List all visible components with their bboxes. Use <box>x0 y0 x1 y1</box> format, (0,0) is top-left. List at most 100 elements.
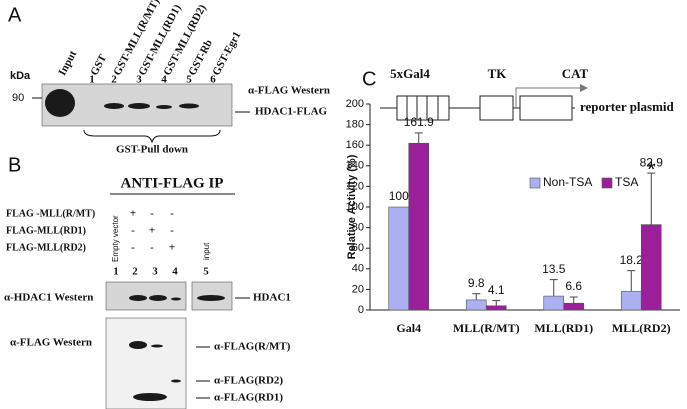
y-tick-label: 0 <box>358 304 364 316</box>
band <box>151 344 163 348</box>
y-tick-label: 60 <box>352 242 364 254</box>
western-label: α-FLAG Western <box>248 85 330 97</box>
sign: - <box>131 225 135 237</box>
y-axis-title: Relative Activity (%) <box>346 154 358 259</box>
value-label: 82.9 <box>640 155 664 169</box>
bar <box>485 305 507 311</box>
reporter-label: reporter plasmid <box>580 99 675 114</box>
lane-number: 2 <box>111 74 117 86</box>
lane-number: 5 <box>186 74 192 86</box>
lane-number: 4 <box>172 266 178 278</box>
band <box>128 103 150 109</box>
lane-number: 2 <box>132 266 138 278</box>
western-label: α-FLAG Western <box>10 337 92 349</box>
value-label: 6.6 <box>565 279 582 293</box>
legend-label: Non-TSA <box>543 175 592 189</box>
y-tick-label: 200 <box>346 98 364 110</box>
y-tick-label: 20 <box>352 283 364 295</box>
kda-label: kDa <box>10 70 31 82</box>
band <box>197 295 225 301</box>
bar <box>388 206 410 311</box>
marker: 90 <box>12 92 24 104</box>
reporter-element: 5xGal4 <box>390 66 430 81</box>
western-label: α-HDAC1 Western <box>4 292 93 304</box>
band <box>156 105 172 109</box>
sign: + <box>169 242 175 254</box>
sign: + <box>149 225 155 237</box>
legend-swatch <box>601 177 613 189</box>
reporter-element: TK <box>488 66 508 81</box>
value-label: 9.8 <box>468 276 485 290</box>
band <box>129 341 147 349</box>
row-label: FLAG-MLL(RD1) <box>6 225 86 236</box>
bar <box>563 302 585 311</box>
band <box>171 297 181 301</box>
sign: - <box>150 242 154 254</box>
y-tick-label: 40 <box>352 263 364 275</box>
lane-number: 3 <box>136 74 142 86</box>
reporter-diagram <box>380 84 588 121</box>
y-tick-label: 100 <box>346 201 364 213</box>
ip-title: ANTI-FLAG IP <box>121 175 224 191</box>
x-tick-label: MLL(RD2) <box>612 321 671 335</box>
value-label: 161.9 <box>404 115 434 129</box>
sign: - <box>131 242 135 254</box>
band-label: α-FLAG(RD2) <box>214 375 283 387</box>
band <box>179 103 199 109</box>
band-label: HDAC1 <box>253 292 291 304</box>
y-tick-label: 80 <box>352 222 364 234</box>
reporter-element: CAT <box>562 66 589 81</box>
row-label: FLAG-MLL(RD2) <box>6 242 86 253</box>
band <box>45 89 75 117</box>
sign: - <box>170 225 174 237</box>
bottom-label: GST-Pull down <box>116 144 188 156</box>
band-label: HDAC1-FLAG <box>255 106 328 118</box>
panel-letter: A <box>8 4 22 26</box>
lane-number: 6 <box>210 74 216 86</box>
lane-name: Input <box>56 48 79 77</box>
bar <box>408 142 430 311</box>
band <box>129 295 147 301</box>
lane-number: 1 <box>89 74 95 86</box>
bar <box>640 224 662 311</box>
value-label: 13.5 <box>542 262 566 276</box>
band <box>149 295 167 301</box>
legend-swatch <box>529 177 541 189</box>
row-label: FLAG -MLL(R/MT) <box>6 208 95 219</box>
bar <box>465 299 487 311</box>
y-tick-label: 140 <box>346 160 364 172</box>
panel-letter: C <box>362 68 376 90</box>
blot <box>105 281 187 311</box>
sign: + <box>130 208 136 220</box>
annotation: * <box>647 157 656 182</box>
lane-name: GST-Egr1 <box>210 30 243 78</box>
empty-vector: Empty vector <box>111 215 120 262</box>
band-label: α-FLAG(RD1) <box>214 392 283 404</box>
band <box>171 379 181 383</box>
lane-number: 3 <box>152 266 158 278</box>
value-label: 100 <box>389 189 409 203</box>
brace <box>83 129 221 144</box>
panel-letter: B <box>8 154 21 176</box>
input-label: input <box>202 242 211 260</box>
value-label: 4.1 <box>488 283 505 297</box>
band <box>133 393 167 401</box>
value-label: 18.2 <box>620 253 644 267</box>
x-tick-label: Gal4 <box>396 321 421 335</box>
bar <box>543 295 565 311</box>
lane-number: 4 <box>161 74 167 86</box>
sign: - <box>170 208 174 220</box>
x-tick-label: MLL(R/MT) <box>453 321 520 335</box>
lane-number: 5 <box>203 266 209 278</box>
y-tick-label: 120 <box>346 180 364 192</box>
legend-label: TSA <box>615 175 638 189</box>
sign: - <box>150 208 154 220</box>
lane-names: Input GST GST-MLL(R/MT) GST-MLL(RD1) GST… <box>56 0 243 78</box>
y-tick-label: 160 <box>346 139 364 151</box>
lane-number: 1 <box>113 266 119 278</box>
bar <box>620 290 642 311</box>
x-tick-label: MLL(RD1) <box>534 321 593 335</box>
band-label: α-FLAG(R/MT) <box>214 341 291 353</box>
band <box>104 103 124 109</box>
